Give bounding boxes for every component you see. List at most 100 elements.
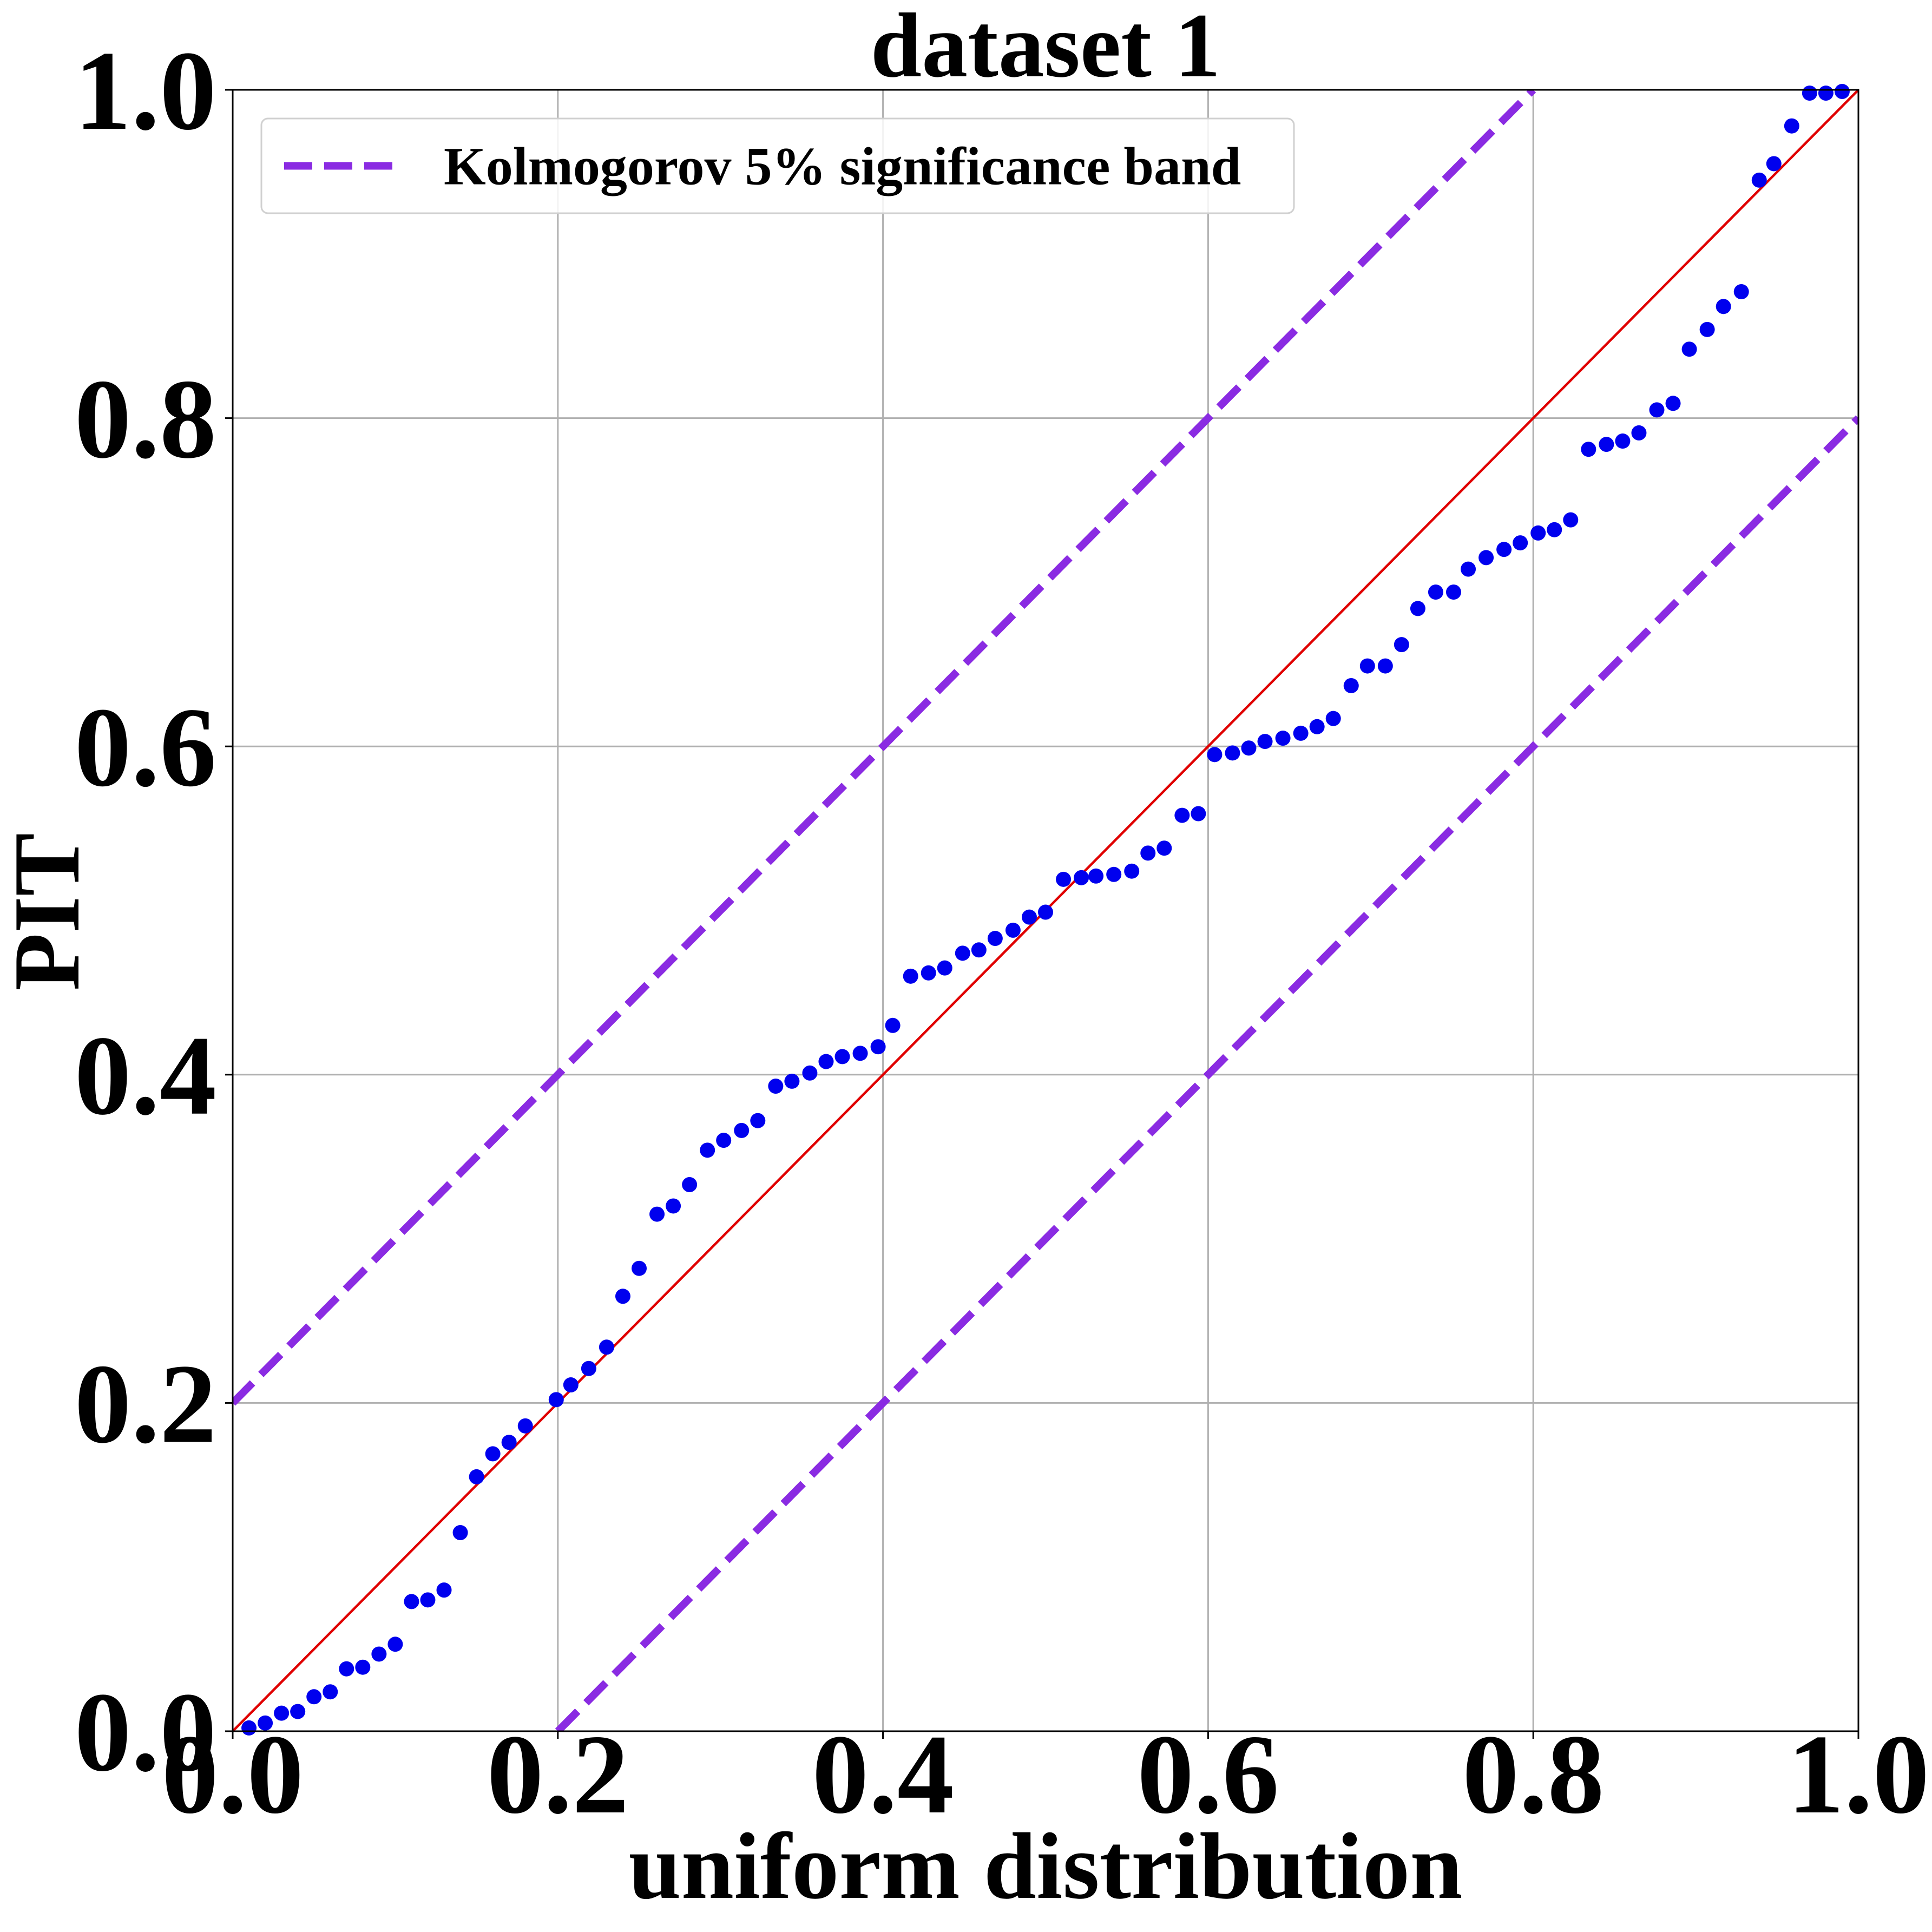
point (1818, 86, 1834, 101)
point (1021, 909, 1037, 925)
point (563, 1377, 579, 1393)
point (632, 1260, 647, 1276)
point (1733, 284, 1749, 300)
point (1496, 542, 1512, 557)
point (599, 1339, 614, 1355)
x-tick-label: 0.2 (487, 1712, 629, 1837)
x-axis-label: uniform distribution (628, 1813, 1462, 1918)
point (649, 1206, 665, 1222)
point (1394, 637, 1409, 653)
point (1225, 745, 1240, 761)
point (1530, 525, 1546, 541)
point (306, 1689, 322, 1705)
point (485, 1446, 501, 1462)
point (1834, 84, 1850, 100)
point (1461, 561, 1476, 577)
point (1124, 863, 1140, 879)
point (802, 1065, 818, 1081)
legend-label: Kolmogorov 5% significance band (444, 136, 1241, 196)
legend-box (260, 117, 1295, 214)
point (501, 1435, 517, 1450)
band-line (233, 90, 1858, 1731)
point (716, 1133, 732, 1148)
point (355, 1659, 371, 1675)
point (1428, 584, 1443, 600)
x-tick-label: 0.4 (812, 1712, 954, 1837)
point (1257, 734, 1273, 750)
chart-title: dataset 1 (871, 0, 1221, 96)
y-axis-label: PIT (0, 833, 99, 991)
point (768, 1079, 784, 1094)
point (1325, 711, 1341, 726)
point (1410, 601, 1425, 616)
point (420, 1592, 436, 1608)
point (1174, 807, 1190, 823)
point (1241, 740, 1257, 756)
x-tick-label: 1.0 (1788, 1712, 1930, 1837)
point (955, 945, 970, 961)
point (1802, 86, 1817, 101)
point (1513, 535, 1528, 551)
x-tick-label: 0.6 (1137, 1712, 1279, 1837)
point (1665, 396, 1681, 411)
point (1681, 341, 1697, 357)
point (1207, 747, 1223, 763)
point (885, 1017, 901, 1033)
point (921, 965, 936, 981)
point (1293, 725, 1309, 741)
point (1156, 840, 1172, 856)
point (1751, 172, 1767, 188)
point (404, 1594, 419, 1609)
point (852, 1046, 868, 1061)
plot-frame (232, 89, 1859, 1732)
point (987, 931, 1003, 947)
point (1478, 550, 1494, 566)
point (1547, 522, 1562, 537)
point (548, 1392, 564, 1408)
point (784, 1073, 800, 1089)
point (700, 1142, 715, 1158)
point (1599, 437, 1614, 452)
point (818, 1054, 834, 1069)
point (1446, 584, 1462, 600)
point (734, 1122, 750, 1138)
point (1377, 658, 1393, 674)
point (1766, 156, 1782, 172)
point (937, 960, 952, 976)
point (323, 1684, 338, 1700)
point (834, 1049, 850, 1064)
point (1309, 719, 1325, 734)
point (469, 1469, 484, 1484)
x-tick-label: 0.0 (162, 1712, 304, 1837)
point (1581, 442, 1596, 457)
y-tick-label: 0.0 (75, 1670, 217, 1795)
point (1106, 866, 1122, 882)
point (1716, 299, 1731, 314)
y-tick-label: 1.0 (75, 28, 217, 154)
point (666, 1198, 681, 1214)
point (1649, 402, 1665, 418)
point (436, 1582, 452, 1598)
point (682, 1177, 698, 1193)
point (1784, 118, 1799, 134)
point (1275, 731, 1291, 746)
point (1191, 806, 1206, 822)
point (1038, 904, 1053, 920)
point (1699, 321, 1715, 337)
point (517, 1418, 533, 1434)
y-tick-label: 0.8 (75, 357, 217, 482)
point (870, 1039, 886, 1055)
point (452, 1525, 468, 1541)
point (750, 1113, 766, 1128)
point (1056, 871, 1072, 887)
point (1005, 922, 1021, 938)
point (387, 1637, 403, 1652)
point (581, 1361, 596, 1376)
y-tick-label: 0.2 (75, 1341, 217, 1467)
point (1563, 512, 1579, 528)
point (241, 1720, 257, 1736)
y-tick-label: 0.4 (75, 1013, 217, 1139)
